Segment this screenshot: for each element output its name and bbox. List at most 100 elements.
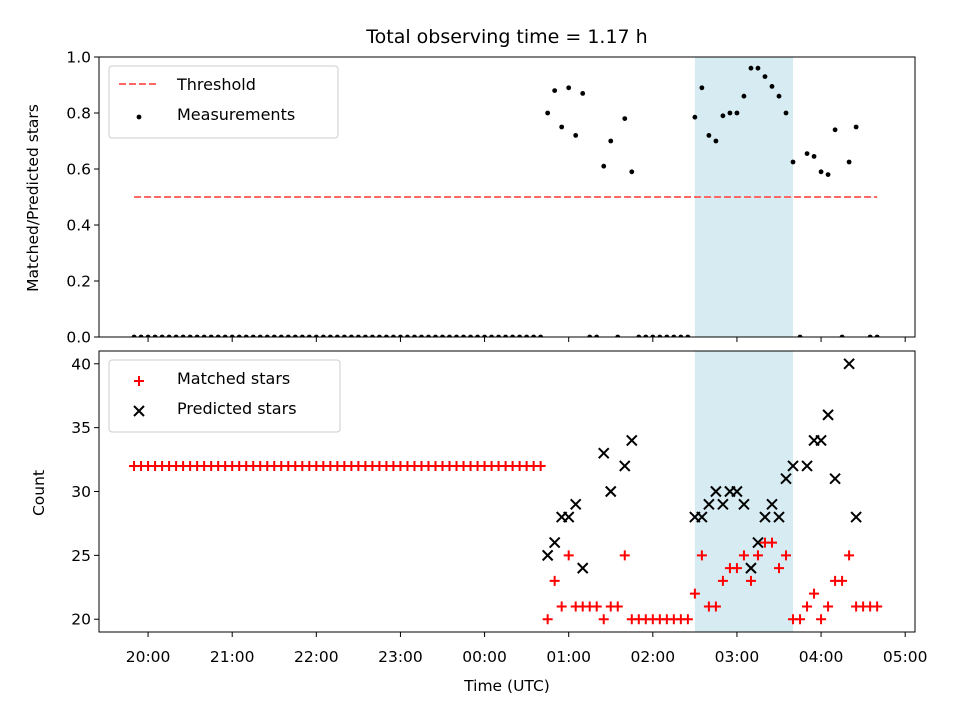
matched-star-point [745,575,756,586]
measurement-point [405,334,410,337]
measurement-point [552,88,558,93]
matched-star-point [752,550,763,561]
matched-star-point [591,601,602,612]
measurement-point [839,334,845,337]
measurement-point [362,334,368,337]
measurement-point [131,334,137,337]
predicted-star-point [801,460,813,472]
x-tick-label: 00:00 [462,648,507,666]
bottom-y-tick-label: 35 [71,419,91,437]
matched-star-point [619,550,630,561]
measurement-point [601,163,607,169]
legend-box [108,65,339,139]
measurement-point [692,114,698,120]
measurement-point [194,334,200,337]
predicted-star-point [562,511,575,523]
bottom-y-tick-label: 25 [71,547,91,565]
bottom-y-tick-label: 20 [71,611,91,629]
top-axes-frame [98,56,916,338]
measurement-point [159,334,165,337]
measurement-point [201,334,207,337]
measurement-point [517,334,523,337]
predicted-star-point [850,511,862,523]
predicted-star-point [752,536,764,549]
measurement-point [166,334,172,337]
matched-star-point [689,588,700,599]
measurement-point [531,334,537,337]
x-tick-label: 22:00 [294,648,339,666]
measurement-point [853,124,859,130]
measurement-point [440,334,445,337]
measurement-point [341,334,347,337]
matched-star-point [795,614,806,625]
matched-star-point [774,563,784,574]
measurement-point [320,334,326,337]
measurement-point [629,169,635,175]
measurement-point [776,93,782,99]
top-panel-y-axis-label: Matched/Predicted stars [24,104,42,292]
measurement-point [678,334,684,337]
measurement-point [475,334,480,337]
measurement-point [811,154,817,159]
x-tick-label: 03:00 [715,648,760,666]
measurement-point [419,334,424,337]
measurement-point [804,151,810,157]
measurement-point [327,334,333,337]
matched-star-point [710,601,721,612]
measurement-point [482,334,487,337]
measurement-point [559,124,565,130]
predicted-star-point [745,562,757,574]
top-legend: Threshold Measurements [108,65,339,139]
measurement-point [173,334,179,337]
measurement-point [313,334,319,337]
measurement-point [391,334,396,337]
measurement-point [643,334,649,337]
matched-star-point [872,601,883,612]
predicted-star-point [717,498,729,510]
legend-label: Measurements [177,105,295,124]
measurement-point [264,334,270,337]
x-tick-label: 05:00 [883,648,928,666]
measurement-point [664,334,670,337]
top-y-tick-label: 0.6 [66,161,91,179]
predicted-star-point [703,498,715,510]
measurement-point [384,334,389,337]
predicted-star-point [766,498,778,510]
measurement-point [874,334,880,337]
measurement-point [229,334,235,337]
legend-matched-swatch [134,376,144,386]
measurement-point [257,334,263,337]
measurement-point [334,334,340,337]
measurement-point [370,334,375,337]
predicted-star-point [780,473,792,485]
measurement-point [783,110,789,116]
measurement-point [278,334,284,337]
bottom-panel: 20 25 30 35 40 20:00 21:00 22:00 23:00 00:00 01:00… [71,350,928,666]
x-axis-label: Time (UTC) [463,677,550,695]
matched-star-point [542,614,553,625]
measurement-point [145,334,151,337]
measurement-point [433,334,438,337]
matched-star-point [696,550,707,561]
legend-label: Predicted stars [177,399,297,418]
matched-star-point [731,563,742,574]
measurement-point [152,334,158,337]
matched-star-point [598,614,609,625]
measurement-point [398,334,403,337]
measurement-point [734,110,740,116]
x-tick-label: 04:00 [799,648,844,666]
measurement-point [510,334,516,337]
measurement-point [208,334,214,337]
top-plot-area [131,65,880,337]
x-tick-label: 21:00 [210,648,255,666]
measurement-point [503,334,508,337]
measurement-point [573,133,579,138]
predicted-star-point [738,498,750,510]
measurement-point [496,334,501,337]
predicted-star-point [619,460,631,472]
measurement-point [755,65,761,71]
measurement-point [348,334,354,337]
predicted-star-point [696,511,708,523]
measurement-point [377,334,382,337]
predicted-star-point [815,434,827,447]
